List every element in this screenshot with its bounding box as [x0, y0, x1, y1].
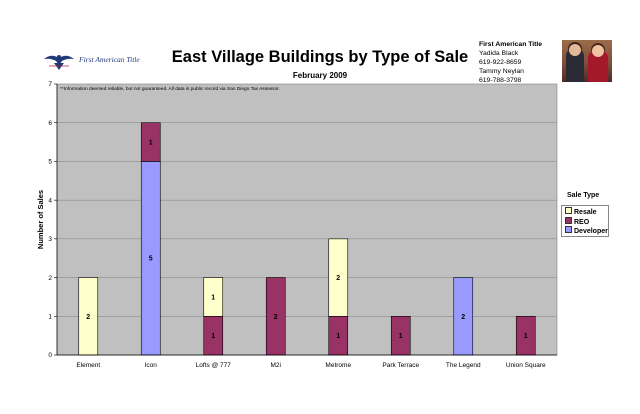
y-tick-label: 0 — [48, 352, 52, 359]
contact-info: First American Title Yadida Black 619-92… — [479, 40, 542, 85]
y-tick-label: 4 — [48, 197, 52, 204]
x-tick-label: M2i — [271, 362, 281, 369]
agent-face-2 — [592, 45, 604, 57]
bar-resale-2 — [203, 277, 224, 317]
agent-figure-2 — [588, 50, 608, 82]
bar-value-label: 5 — [149, 256, 153, 263]
bar-value-label: 1 — [336, 333, 340, 340]
gridlines — [54, 83, 557, 356]
eagle-icon — [44, 55, 74, 70]
agent-face-1 — [569, 44, 581, 56]
x-tick-label: Icon — [145, 362, 158, 369]
legend-swatch-resale — [565, 207, 572, 214]
legend-title: Sale Type — [567, 192, 600, 199]
bar-value-label: 2 — [274, 314, 278, 321]
bar-reo-1 — [140, 122, 161, 162]
y-tick-labels: 0 1 2 3 4 5 6 7 — [48, 81, 52, 359]
agents-photo — [562, 40, 612, 82]
legend-label-developer: Developer — [574, 228, 608, 235]
legend-item-reo: REO — [565, 216, 590, 226]
y-tick-label: 3 — [48, 236, 52, 243]
x-tick-label: The Legend — [446, 362, 481, 369]
contact-phone-1: 619-922-8659 — [479, 59, 522, 66]
x-tick-labels: Element Icon Lofts @ 777 M2i Metrome Park Ter… — [76, 362, 546, 369]
plot-background — [56, 83, 558, 356]
y-tick-label: 2 — [48, 275, 52, 282]
chart-title: East Village Buildings by Type of Sale — [171, 48, 469, 66]
x-tick-label: Union Square — [506, 362, 546, 369]
bar-value-label: 2 — [461, 314, 465, 321]
bar-resale-4 — [328, 238, 349, 317]
y-tick-label: 5 — [48, 159, 52, 166]
x-tick-label: Metrome — [325, 362, 351, 369]
legend: Resale REO Developer — [561, 205, 609, 237]
chart-note: **Information deemed reliable, but not g… — [60, 86, 280, 92]
legend-item-resale: Resale — [565, 207, 597, 216]
bar-value-label: 1 — [211, 294, 215, 301]
bar-value-label: 1 — [211, 333, 215, 340]
y-tick-label: 7 — [48, 81, 52, 88]
contact-name-2: Tammy Neylan — [479, 68, 524, 75]
company-logo: First American Title — [42, 50, 142, 72]
bar-value-label: 1 — [149, 140, 153, 147]
legend-swatch-reo — [565, 216, 572, 224]
legend-label-resale: Resale — [574, 209, 597, 216]
y-axis-label: Number of Sales — [36, 190, 45, 249]
x-tick-label: Park Terrace — [382, 362, 419, 369]
contact-company: First American Title — [479, 41, 543, 48]
bars: 2 5 1 1 1 2 1 2 1 2 1 — [78, 122, 536, 356]
x-tick-label: Lofts @ 777 — [196, 362, 232, 369]
contact-phone-2: 619-788-3798 — [479, 77, 522, 84]
y-tick-label: 1 — [48, 313, 52, 320]
bar-value-label: 1 — [524, 333, 528, 340]
y-tick-label: 6 — [48, 120, 52, 127]
agent-figure-1 — [566, 48, 584, 82]
legend-item-developer: Developer — [565, 226, 608, 235]
logo-text: First American Title — [79, 55, 140, 64]
legend-label-reo: REO — [574, 218, 590, 226]
bar-value-label: 2 — [336, 275, 340, 282]
chart-subtitle: February 2009 — [292, 71, 348, 80]
legend-swatch-developer — [565, 226, 572, 233]
bar-value-label: 1 — [399, 333, 403, 340]
contact-name-1: Yadida Black — [479, 50, 519, 57]
x-tick-label: Element — [76, 362, 100, 369]
bar-value-label: 2 — [86, 314, 90, 321]
